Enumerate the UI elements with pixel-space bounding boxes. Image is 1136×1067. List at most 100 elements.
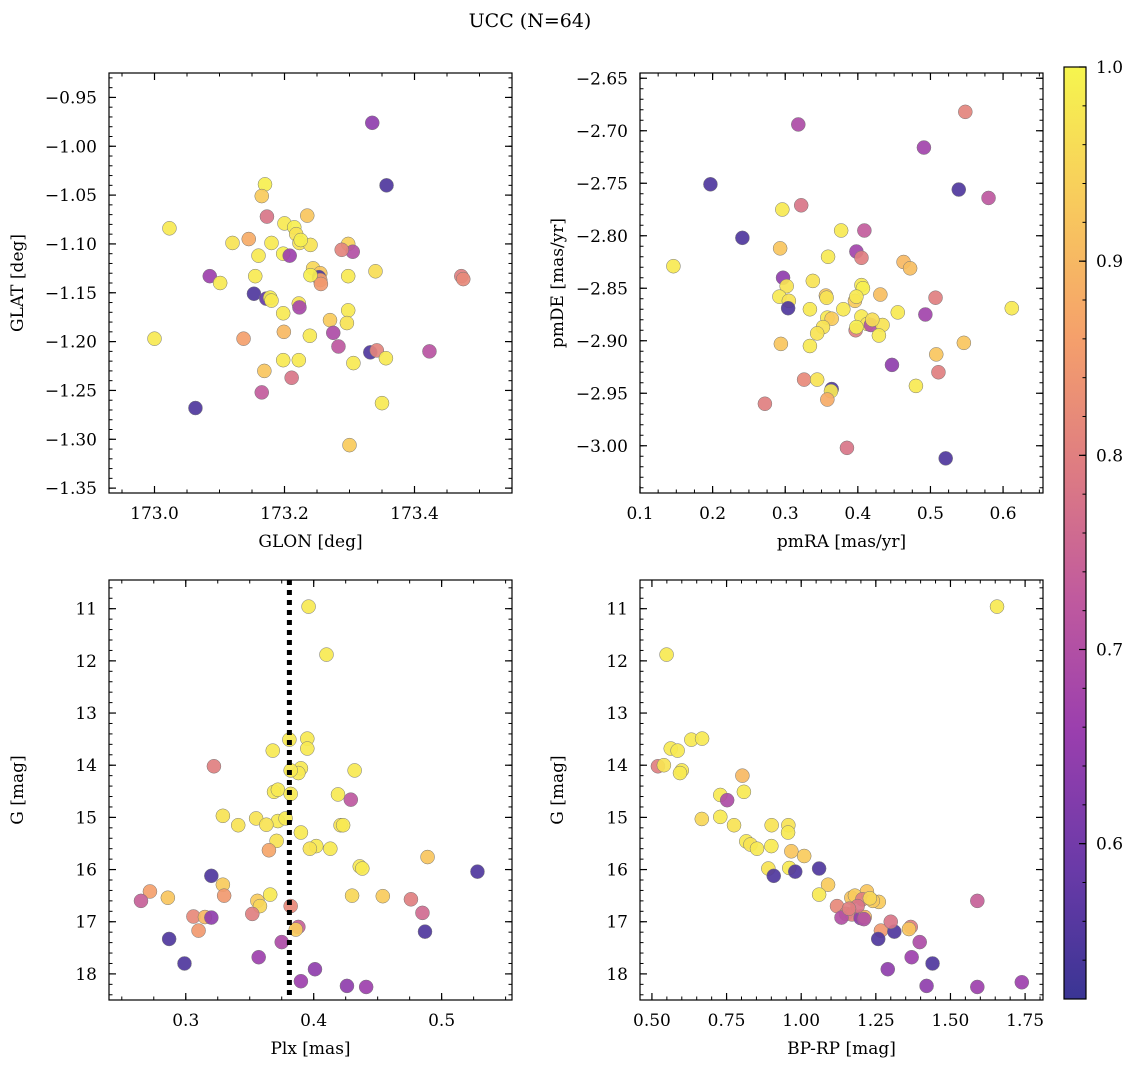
data-point bbox=[236, 331, 251, 346]
data-point bbox=[284, 370, 299, 385]
data-point bbox=[275, 352, 291, 368]
x-tick-label: 0.50 bbox=[633, 1011, 671, 1031]
y-tick-label: 13 bbox=[75, 704, 97, 724]
data-point bbox=[142, 884, 158, 899]
data-point bbox=[841, 901, 857, 916]
data-point bbox=[204, 868, 219, 884]
data-point bbox=[303, 267, 318, 283]
y-tick-label: −2.75 bbox=[576, 174, 628, 194]
data-point bbox=[293, 232, 308, 248]
data-point bbox=[293, 973, 309, 989]
data-point bbox=[854, 250, 869, 266]
data-point bbox=[809, 372, 825, 387]
y-tick-label: −2.85 bbox=[576, 279, 628, 299]
data-point bbox=[820, 392, 835, 407]
data-point bbox=[772, 241, 788, 256]
plot-frame bbox=[639, 72, 1044, 494]
data-point bbox=[355, 861, 370, 876]
data-point bbox=[216, 888, 232, 903]
data-point bbox=[694, 731, 710, 746]
data-point bbox=[177, 956, 192, 971]
data-point bbox=[191, 923, 206, 938]
data-point bbox=[275, 306, 291, 321]
y-tick-label: 12 bbox=[606, 652, 628, 672]
data-point bbox=[820, 877, 836, 892]
y-tick-label: −1.10 bbox=[45, 235, 97, 255]
data-point bbox=[215, 808, 231, 824]
data-point bbox=[766, 868, 781, 884]
x-axis-label: pmRA [mas/yr] bbox=[777, 532, 906, 552]
y-tick-label: −1.00 bbox=[45, 137, 97, 157]
data-point bbox=[403, 892, 419, 907]
data-point bbox=[912, 934, 927, 950]
data-point bbox=[791, 117, 806, 132]
data-point bbox=[890, 305, 906, 320]
y-tick-label: −1.25 bbox=[45, 381, 97, 401]
data-point bbox=[301, 599, 316, 614]
data-point bbox=[659, 647, 674, 662]
colorbar-tick-label: 1.0 bbox=[1096, 58, 1123, 78]
data-point bbox=[719, 792, 735, 808]
x-axis-label: BP-RP [mag] bbox=[787, 1039, 896, 1059]
data-point bbox=[670, 743, 685, 758]
data-point bbox=[378, 350, 394, 366]
data-point bbox=[248, 268, 263, 284]
data-point bbox=[346, 355, 361, 371]
data-point bbox=[251, 248, 266, 263]
x-tick-label: 0.5 bbox=[917, 504, 944, 524]
x-tick-label: 173.0 bbox=[130, 504, 179, 524]
y-tick-label: 15 bbox=[75, 808, 97, 828]
data-point bbox=[811, 861, 827, 876]
data-point bbox=[342, 437, 357, 453]
x-tick-label: 0.1 bbox=[626, 504, 653, 524]
x-tick-label: 1.25 bbox=[857, 1011, 895, 1031]
data-point bbox=[802, 302, 818, 317]
data-point bbox=[259, 209, 275, 224]
data-point bbox=[672, 765, 688, 781]
y-tick-label: −1.30 bbox=[45, 430, 97, 450]
data-point bbox=[862, 891, 878, 906]
data-point bbox=[204, 910, 219, 925]
y-axis-label: GLAT [deg] bbox=[8, 234, 28, 332]
y-tick-label: 11 bbox=[606, 600, 628, 620]
x-tick-label: 0.3 bbox=[172, 1011, 199, 1031]
data-point bbox=[313, 276, 329, 292]
data-point bbox=[147, 331, 162, 346]
data-point bbox=[470, 864, 485, 879]
data-point bbox=[989, 599, 1005, 614]
x-tick-label: 1.75 bbox=[1006, 1011, 1044, 1031]
data-point bbox=[259, 817, 274, 832]
x-tick-label: 0.5 bbox=[428, 1011, 455, 1031]
data-point bbox=[358, 979, 374, 995]
data-point bbox=[365, 115, 380, 131]
y-tick-label: 16 bbox=[75, 861, 97, 881]
x-axis-label: GLON [deg] bbox=[258, 532, 362, 552]
data-point bbox=[245, 906, 260, 922]
data-point bbox=[374, 395, 390, 411]
y-tick-label: −0.95 bbox=[45, 88, 97, 108]
data-point bbox=[931, 365, 946, 380]
data-point bbox=[456, 271, 471, 287]
y-tick-label: −3.00 bbox=[576, 437, 628, 457]
colorbar-tick-label: 0.8 bbox=[1096, 446, 1123, 466]
data-point bbox=[928, 290, 943, 305]
data-point bbox=[919, 978, 934, 994]
y-tick-label: 18 bbox=[75, 965, 97, 985]
data-point bbox=[938, 451, 953, 466]
data-point bbox=[334, 242, 349, 258]
data-point bbox=[849, 289, 864, 304]
data-point bbox=[784, 844, 799, 859]
data-point bbox=[161, 931, 177, 947]
colorbar-tick-label: 0.6 bbox=[1096, 835, 1123, 855]
data-point bbox=[274, 934, 289, 950]
data-point bbox=[335, 817, 351, 833]
proper-motion-panel: 0.1 0.2 0.3 0.4 0.5 0.6 −3.00 −2.95 −2.90 −2.85 −2… bbox=[548, 69, 1044, 552]
plot-frame bbox=[108, 579, 513, 1001]
data-point bbox=[796, 372, 812, 387]
data-point bbox=[261, 843, 277, 858]
data-point bbox=[713, 809, 728, 825]
x-tick-label: 0.6 bbox=[990, 504, 1017, 524]
data-point bbox=[375, 888, 391, 904]
data-point bbox=[160, 890, 176, 905]
